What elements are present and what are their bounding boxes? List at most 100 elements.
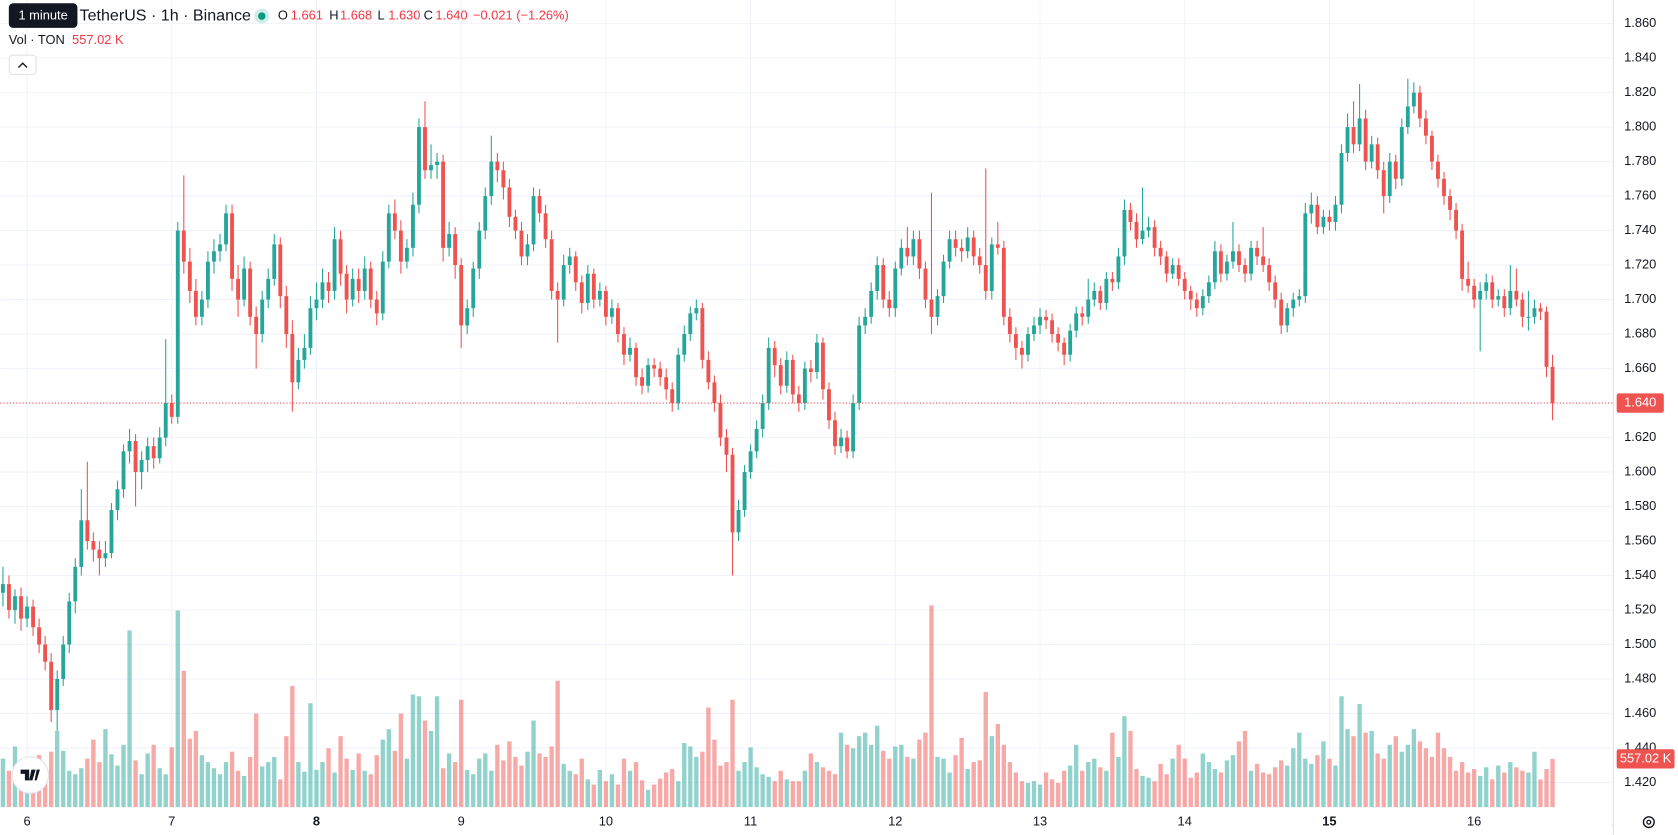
collapse-button[interactable] xyxy=(8,54,37,76)
volume-bar xyxy=(621,758,627,808)
candle-body xyxy=(1255,247,1260,257)
volume-bar xyxy=(1351,736,1356,808)
candle-body xyxy=(13,596,17,611)
volume-bar xyxy=(91,739,96,808)
x-tick-label: 6 xyxy=(23,814,30,829)
candle-body xyxy=(724,437,729,455)
x-tick-label: 8 xyxy=(313,814,320,829)
candle-body xyxy=(199,299,204,317)
candle-body xyxy=(953,239,958,248)
candle-body xyxy=(1309,204,1314,214)
candle-body xyxy=(923,268,928,300)
volume-bar xyxy=(1098,767,1103,808)
candle-body xyxy=(670,389,675,404)
candle-body xyxy=(1514,290,1519,300)
volume-bar xyxy=(211,768,217,808)
candle-body xyxy=(911,239,916,257)
candle-body xyxy=(1351,127,1356,145)
candle-body xyxy=(296,359,301,383)
volume-bar xyxy=(1134,769,1139,808)
candle-body xyxy=(1170,265,1175,274)
candle-body xyxy=(833,420,837,447)
candle-body xyxy=(314,299,319,309)
candle-body xyxy=(591,273,596,300)
candle-body xyxy=(983,265,988,291)
candle-body xyxy=(1490,282,1495,300)
volume-bar xyxy=(1037,784,1043,808)
candle-body xyxy=(1520,299,1525,317)
candle-body xyxy=(284,296,289,335)
candle-body xyxy=(603,290,608,317)
volume-bar xyxy=(296,762,301,808)
settings-icon[interactable] xyxy=(1642,816,1655,829)
candle-body xyxy=(1369,144,1374,162)
volume-bar xyxy=(784,779,789,808)
volume-bar xyxy=(1254,763,1260,808)
volume-bar xyxy=(856,736,862,808)
volume-bar xyxy=(1297,732,1302,808)
volume-bar xyxy=(1248,770,1254,808)
candle-body xyxy=(796,394,801,404)
volume-bar xyxy=(1182,758,1187,808)
candle-body xyxy=(272,244,277,279)
volume-bar xyxy=(567,770,572,808)
candle-body xyxy=(1472,285,1477,300)
candle-body xyxy=(459,265,464,326)
volume-bar xyxy=(0,758,6,808)
volume-bar xyxy=(169,747,174,808)
x-tick-label: 16 xyxy=(1467,814,1481,829)
volume-bar xyxy=(748,747,753,808)
volume-bar xyxy=(1484,767,1489,808)
candle-body xyxy=(1273,282,1278,300)
volume-bar xyxy=(645,789,651,808)
candle-body xyxy=(1460,230,1465,279)
volume-bar xyxy=(639,780,645,808)
volume-bar xyxy=(217,774,223,808)
volume-bar xyxy=(923,732,928,808)
candle-body xyxy=(1357,118,1362,145)
candle-body xyxy=(1164,256,1169,274)
volume-bar xyxy=(1544,769,1549,808)
candle-body xyxy=(127,440,132,452)
volume-bar xyxy=(350,769,355,808)
candle-body xyxy=(49,661,54,711)
volume-bar xyxy=(778,770,783,808)
x-tick-label: 12 xyxy=(888,814,902,829)
candle-body xyxy=(121,451,126,490)
volume-bar xyxy=(543,756,548,808)
candle-body xyxy=(465,308,470,326)
candle-body xyxy=(507,187,512,217)
candle-body xyxy=(1405,106,1410,128)
volume-bar xyxy=(881,750,886,808)
y-tick-label: 1.660 xyxy=(1624,360,1656,375)
volume-bar xyxy=(459,699,464,808)
x-tick-label: 10 xyxy=(599,814,613,829)
volume-bar xyxy=(386,729,391,808)
candle-body xyxy=(652,365,657,369)
volume-bar xyxy=(1465,772,1471,808)
candle-body xyxy=(628,347,632,355)
candle-body xyxy=(169,403,174,417)
candle-body xyxy=(1363,118,1368,162)
collapse-icon xyxy=(17,62,28,69)
volume-bar xyxy=(1423,748,1429,808)
volume-bar xyxy=(1224,760,1230,808)
volume-bar xyxy=(1291,748,1296,808)
candle-body xyxy=(1013,334,1018,348)
candle-body xyxy=(555,290,560,300)
candle-body xyxy=(682,334,687,355)
volume-bar xyxy=(163,774,168,808)
candle-body xyxy=(411,204,415,248)
volume-bar xyxy=(651,784,657,808)
candle-body xyxy=(784,359,789,386)
candle-body xyxy=(404,247,409,262)
candle-body xyxy=(1285,308,1290,326)
candle-body xyxy=(1417,92,1422,119)
volume-bar xyxy=(977,760,982,808)
candle-body xyxy=(332,239,337,291)
last-volume-tag xyxy=(1616,749,1675,769)
candle-body xyxy=(1496,296,1501,300)
volume-bar xyxy=(549,746,554,808)
volume-bar xyxy=(597,769,603,808)
